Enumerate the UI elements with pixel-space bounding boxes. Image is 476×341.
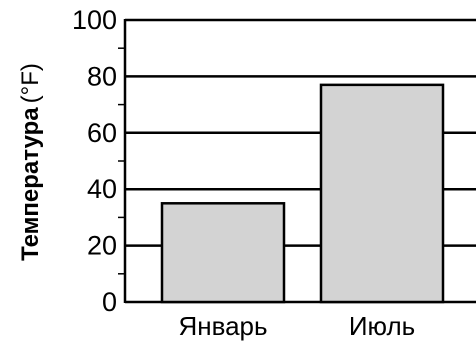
y-axis-title: Температура (°F) (17, 63, 44, 261)
bar-1 (319, 83, 445, 304)
x-category-label-1: Июль (349, 311, 415, 341)
y-axis-title-unit: (°F) (17, 63, 44, 103)
y-tick-label-60: 60 (87, 118, 117, 148)
x-category-label-0: Январь (178, 311, 267, 341)
y-tick-label-40: 40 (87, 174, 117, 204)
y-tick-labels: 0 20 40 60 80 100 (72, 5, 117, 317)
y-axis-title-text: Температура (17, 107, 44, 261)
x-category-labels: Январь Июль (178, 311, 415, 341)
y-tick-label-20: 20 (87, 231, 117, 261)
y-tick-label-100: 100 (72, 5, 117, 35)
y-tick-label-0: 0 (102, 287, 117, 317)
y-tick-label-80: 80 (87, 61, 117, 91)
bar-0 (160, 202, 286, 304)
y-axis (118, 19, 127, 303)
bars (160, 83, 445, 304)
